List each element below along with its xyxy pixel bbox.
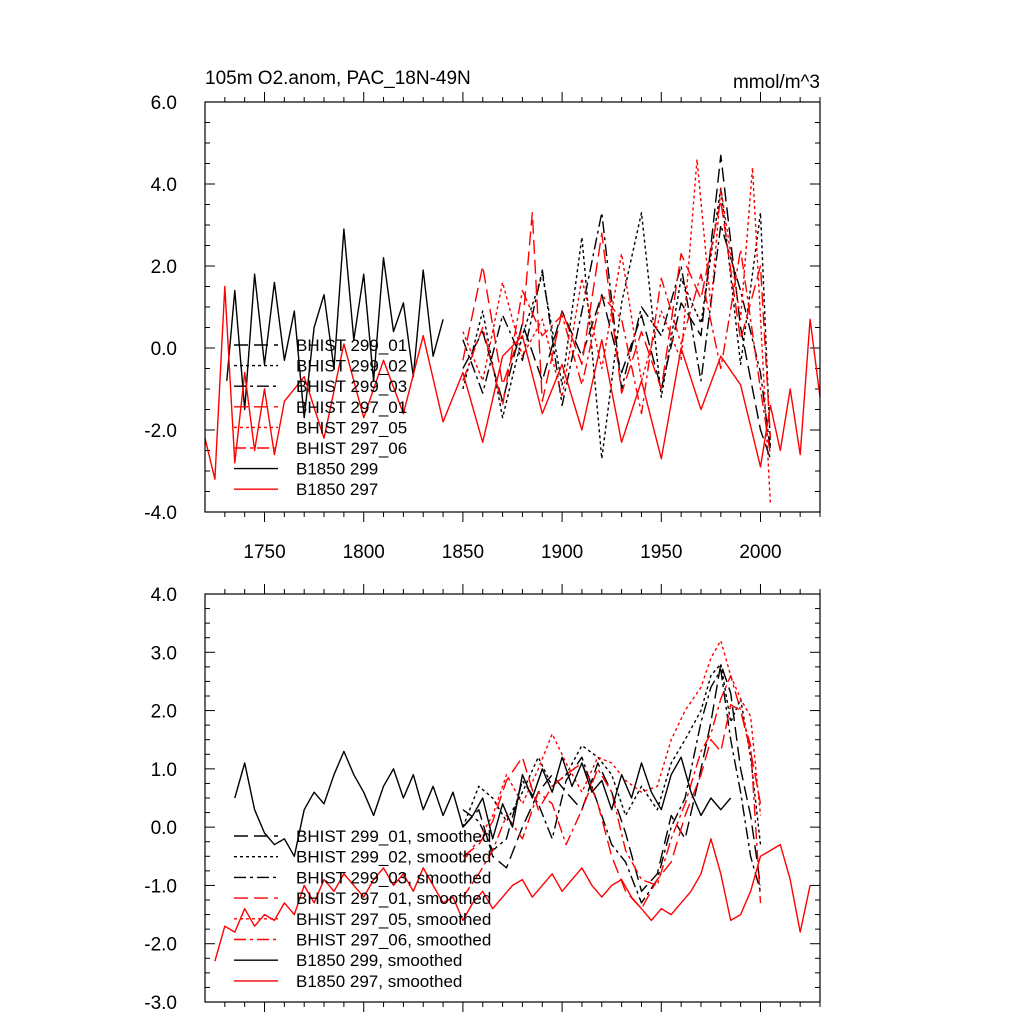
bottom-panel: -3.0 -2.0 -1.0 0.0 1.0 2.0 3.0 4.0 BHIST 299_01… bbox=[144, 584, 821, 1014]
y-tick-label: -2.0 bbox=[144, 421, 177, 442]
legend-label: B1850 299, smoothed bbox=[296, 951, 462, 970]
series-line-bhist-297-05-smoothed bbox=[462, 639, 762, 863]
x-tick-label: 1950 bbox=[640, 542, 682, 563]
y-tick-label: 0.0 bbox=[151, 339, 177, 360]
x-tick-label: 2000 bbox=[739, 542, 781, 563]
series-line-b1850-297 bbox=[204, 285, 821, 480]
legend-label: BHIST 299_02 bbox=[296, 357, 407, 376]
legend-label: B1850 297 bbox=[296, 480, 378, 499]
x-tick-label: 1850 bbox=[442, 542, 484, 563]
legend-label: BHIST 297_06, smoothed bbox=[296, 931, 491, 950]
x-tick-label: 1800 bbox=[343, 542, 385, 563]
top-chart-title: 105m O2.anom, PAC_18N-49N bbox=[205, 68, 471, 89]
legend-label: BHIST 299_01 bbox=[296, 336, 407, 355]
bottom-legend: BHIST 299_01, smoothed BHIST 299_02, smoo… bbox=[234, 827, 491, 991]
legend-label: BHIST 299_01, smoothed bbox=[296, 827, 491, 846]
series-line-b1850-299-smoothed bbox=[234, 750, 732, 857]
legend-label: BHIST 297_05 bbox=[296, 418, 407, 437]
y-tick-label: 4.0 bbox=[151, 585, 177, 606]
series-line-bhist-297-01 bbox=[462, 199, 772, 439]
y-tick-label: -3.0 bbox=[144, 993, 177, 1014]
bottom-axis-ticks: -3.0 -2.0 -1.0 0.0 1.0 2.0 3.0 4.0 bbox=[144, 584, 821, 1014]
top-series-lines bbox=[204, 154, 821, 504]
series-line-bhist-297-06-smoothed bbox=[462, 674, 762, 903]
legend-label: BHIST 297_01, smoothed bbox=[296, 889, 491, 908]
bottom-plot-frame bbox=[204, 593, 821, 1003]
y-tick-label: 3.0 bbox=[151, 643, 177, 664]
series-line-bhist-299-01 bbox=[462, 154, 772, 459]
x-tick-label: 1750 bbox=[243, 542, 285, 563]
series-line-bhist-297-06 bbox=[462, 248, 772, 455]
legend-label: B1850 297, smoothed bbox=[296, 972, 462, 991]
legend-label: BHIST 297_05, smoothed bbox=[296, 910, 491, 929]
legend-label: BHIST 297_06 bbox=[296, 439, 407, 458]
y-tick-label: 2.0 bbox=[151, 702, 177, 723]
series-line-bhist-299-01-smoothed bbox=[462, 663, 762, 892]
series-line-bhist-299-02-smoothed bbox=[462, 663, 762, 845]
legend-label: B1850 299 bbox=[296, 460, 378, 479]
series-line-bhist-299-03-smoothed bbox=[462, 669, 762, 904]
y-tick-label: 2.0 bbox=[151, 257, 177, 278]
y-tick-label: -1.0 bbox=[144, 876, 177, 897]
top-axis-ticks: -4.0 -2.0 0.0 2.0 4.0 6.0 1750 1800 1850 1900 1950… bbox=[144, 92, 821, 563]
top-panel: 105m O2.anom, PAC_18N-49N mmol/m^3 -4.0-… bbox=[144, 68, 821, 563]
series-line-b1850-299 bbox=[226, 228, 444, 419]
y-tick-label: 0.0 bbox=[151, 818, 177, 839]
legend-label: BHIST 299_03, smoothed bbox=[296, 868, 491, 887]
legend-label: BHIST 299_03 bbox=[296, 377, 407, 396]
y-tick-label: -2.0 bbox=[144, 935, 177, 956]
series-line-bhist-297-05 bbox=[462, 158, 772, 504]
legend-label: BHIST 297_01 bbox=[296, 398, 407, 417]
bottom-series-lines bbox=[214, 639, 811, 962]
y-tick-label: 1.0 bbox=[151, 760, 177, 781]
series-line-bhist-297-01-smoothed bbox=[462, 704, 762, 910]
y-tick-label: 6.0 bbox=[151, 93, 177, 114]
top-plot-frame bbox=[204, 101, 821, 513]
y-tick-label: 4.0 bbox=[151, 175, 177, 196]
x-tick-label: 1900 bbox=[541, 542, 583, 563]
legend-label: BHIST 299_02, smoothed bbox=[296, 848, 491, 867]
top-chart-units: mmol/m^3 bbox=[733, 72, 820, 93]
series-line-b1850-297-smoothed bbox=[214, 838, 811, 962]
y-tick-label: -4.0 bbox=[144, 503, 177, 524]
